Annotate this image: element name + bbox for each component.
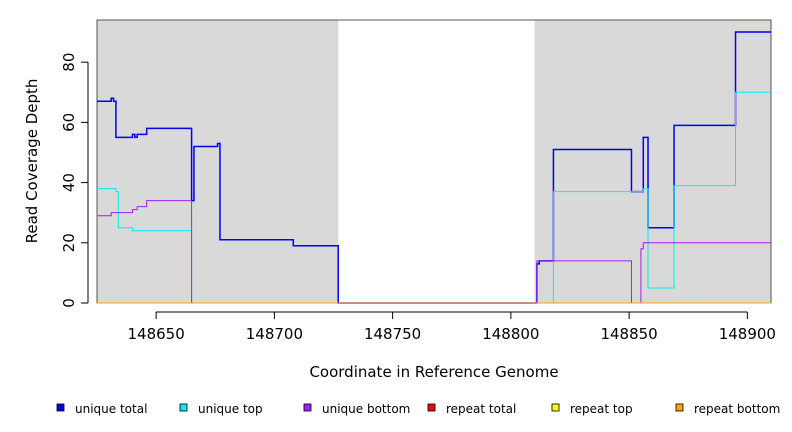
y-tick-label: 20 bbox=[60, 233, 78, 252]
legend-label: repeat total bbox=[446, 402, 516, 416]
shaded-region bbox=[97, 20, 339, 303]
x-tick-label: 148700 bbox=[246, 325, 303, 343]
x-tick-label: 148850 bbox=[600, 325, 657, 343]
shaded-regions bbox=[97, 20, 771, 303]
legend-label: repeat bottom bbox=[694, 402, 780, 416]
series-line-unique-bottom bbox=[97, 200, 771, 304]
legend-swatch bbox=[179, 403, 188, 412]
y-tick-label: 40 bbox=[60, 173, 78, 192]
y-tick-label: 80 bbox=[60, 53, 78, 72]
legend-swatch bbox=[56, 403, 65, 412]
x-tick-label: 148900 bbox=[719, 325, 776, 343]
legend-label: unique bottom bbox=[322, 402, 410, 416]
legend-swatch bbox=[551, 403, 560, 412]
legend-swatch bbox=[675, 403, 684, 412]
x-tick-label: 148800 bbox=[482, 325, 539, 343]
series-line-unique-total bbox=[97, 31, 771, 304]
axes: 148650 148700 148750 148800 148850 148900 0 20 4… bbox=[60, 53, 776, 343]
y-tick-label: 0 bbox=[60, 298, 78, 308]
x-tick-label: 148750 bbox=[364, 325, 421, 343]
legend-label: unique total bbox=[75, 402, 147, 416]
legend-swatch bbox=[303, 403, 312, 412]
x-tick-label: 148650 bbox=[127, 325, 184, 343]
x-axis-title: Coordinate in Reference Genome bbox=[309, 363, 558, 381]
series-lines bbox=[97, 31, 771, 304]
y-tick-label: 60 bbox=[60, 113, 78, 132]
y-axis-title: Read Coverage Depth bbox=[23, 79, 41, 244]
legend-swatch bbox=[427, 403, 436, 412]
legend: unique total unique top unique bottom repea… bbox=[56, 402, 780, 416]
shaded-region bbox=[534, 20, 771, 303]
legend-label: unique top bbox=[198, 402, 263, 416]
legend-label: repeat top bbox=[570, 402, 633, 416]
